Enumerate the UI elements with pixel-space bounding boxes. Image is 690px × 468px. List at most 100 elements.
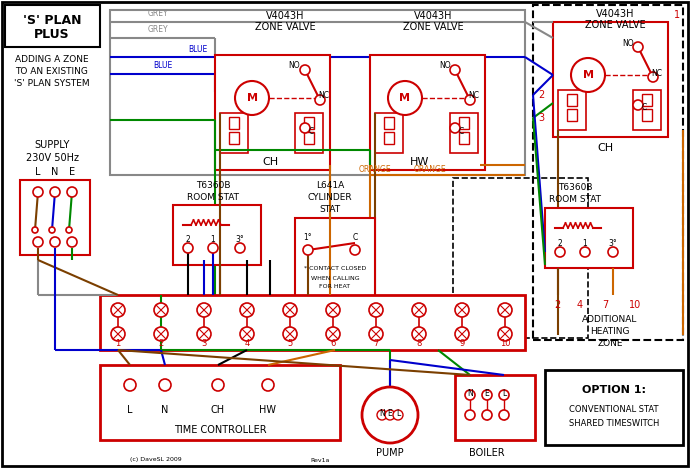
Bar	[533, 5, 683, 340]
Text: CH: CH	[597, 143, 613, 153]
Text: 230V 50Hz: 230V 50Hz	[26, 153, 79, 163]
Text: NO: NO	[440, 61, 451, 71]
Text: CONVENTIONAL STAT: CONVENTIONAL STAT	[569, 405, 659, 415]
Text: Rev1a: Rev1a	[310, 458, 329, 462]
Circle shape	[300, 65, 310, 75]
Circle shape	[32, 227, 38, 233]
Bar	[370, 55, 485, 170]
Circle shape	[50, 187, 60, 197]
Text: 6: 6	[331, 339, 336, 349]
Circle shape	[212, 379, 224, 391]
Text: M: M	[246, 93, 257, 103]
Circle shape	[235, 81, 269, 115]
Text: ZONE VALVE: ZONE VALVE	[584, 20, 645, 30]
Bar	[215, 55, 330, 170]
Bar	[567, 94, 577, 106]
Bar	[304, 117, 314, 129]
Circle shape	[350, 245, 360, 255]
Circle shape	[326, 303, 340, 317]
Text: ORANGE: ORANGE	[414, 166, 446, 175]
Text: 3°: 3°	[235, 235, 244, 244]
Text: 7: 7	[373, 339, 379, 349]
Text: ZONE VALVE: ZONE VALVE	[403, 22, 463, 32]
Text: STAT: STAT	[319, 205, 341, 213]
Bar	[100, 295, 525, 350]
Circle shape	[197, 303, 211, 317]
Text: L: L	[127, 405, 132, 415]
Bar	[229, 132, 239, 144]
Text: C: C	[353, 234, 357, 242]
Bar	[220, 113, 248, 153]
Text: M: M	[582, 70, 593, 80]
Circle shape	[455, 303, 469, 317]
Bar	[110, 10, 525, 175]
Text: BLUE: BLUE	[153, 61, 172, 71]
Circle shape	[303, 245, 313, 255]
Bar	[173, 205, 261, 265]
Text: GREY: GREY	[148, 25, 168, 35]
Text: CH: CH	[211, 405, 225, 415]
Text: E: E	[69, 167, 75, 177]
Text: L: L	[35, 167, 41, 177]
Bar	[453, 178, 588, 338]
Text: NC: NC	[651, 68, 662, 78]
Circle shape	[49, 227, 55, 233]
Text: V4043H: V4043H	[266, 11, 304, 21]
Circle shape	[608, 247, 618, 257]
Circle shape	[465, 95, 475, 105]
Circle shape	[240, 303, 254, 317]
Text: ADDITIONAL: ADDITIONAL	[582, 315, 638, 324]
Text: ZONE VALVE: ZONE VALVE	[255, 22, 315, 32]
Bar	[450, 113, 478, 153]
Circle shape	[633, 42, 643, 52]
Text: WHEN CALLING: WHEN CALLING	[310, 276, 359, 280]
Circle shape	[197, 327, 211, 341]
Circle shape	[499, 390, 509, 400]
Text: NC: NC	[319, 92, 330, 101]
Circle shape	[67, 237, 77, 247]
Text: 3: 3	[538, 113, 544, 123]
Text: N: N	[379, 409, 385, 417]
Bar	[295, 218, 375, 298]
Circle shape	[33, 187, 43, 197]
Circle shape	[208, 243, 218, 253]
Circle shape	[385, 410, 395, 420]
Bar	[375, 113, 403, 153]
Circle shape	[283, 303, 297, 317]
Bar	[553, 22, 668, 137]
Bar	[545, 208, 633, 268]
Bar	[304, 132, 314, 144]
Text: HW: HW	[259, 405, 277, 415]
Text: 1: 1	[210, 235, 215, 244]
Circle shape	[499, 410, 509, 420]
Circle shape	[362, 387, 418, 443]
Text: HEATING: HEATING	[590, 328, 630, 336]
Text: L641A: L641A	[316, 181, 344, 190]
Text: 5: 5	[287, 339, 293, 349]
Bar	[384, 132, 394, 144]
Circle shape	[465, 390, 475, 400]
Text: CYLINDER: CYLINDER	[308, 192, 353, 202]
Text: HW: HW	[411, 157, 430, 167]
Text: SHARED TIMESWITCH: SHARED TIMESWITCH	[569, 418, 659, 427]
Circle shape	[482, 410, 492, 420]
Circle shape	[33, 237, 43, 247]
Text: 2: 2	[159, 339, 164, 349]
Text: C: C	[642, 103, 647, 112]
Circle shape	[450, 123, 460, 133]
Text: T6360B: T6360B	[196, 181, 230, 190]
Text: 9: 9	[460, 339, 464, 349]
Text: PLUS: PLUS	[34, 29, 70, 42]
Text: 1: 1	[115, 339, 121, 349]
Text: * CONTACT CLOSED: * CONTACT CLOSED	[304, 265, 366, 271]
Circle shape	[450, 65, 460, 75]
Text: 2: 2	[554, 300, 560, 310]
Circle shape	[369, 327, 383, 341]
Text: 'S' PLAN: 'S' PLAN	[23, 14, 81, 27]
Bar	[459, 132, 469, 144]
Circle shape	[283, 327, 297, 341]
Text: TO AN EXISTING: TO AN EXISTING	[16, 67, 88, 76]
Circle shape	[377, 410, 387, 420]
Circle shape	[412, 303, 426, 317]
Circle shape	[455, 327, 469, 341]
